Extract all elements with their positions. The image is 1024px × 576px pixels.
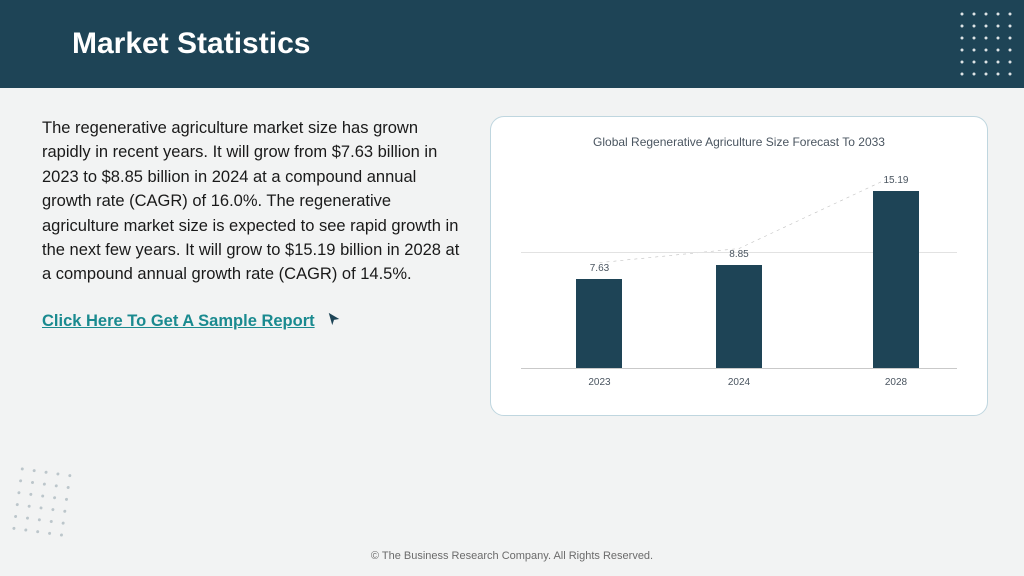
content-row: The regenerative agriculture market size… xyxy=(0,88,1024,416)
chart-title: Global Regenerative Agriculture Size For… xyxy=(521,135,957,149)
chart-bar-value: 15.19 xyxy=(883,175,908,186)
chart-bar-group: 15.19 xyxy=(873,175,919,368)
chart-card: Global Regenerative Agriculture Size For… xyxy=(490,116,988,416)
text-column: The regenerative agriculture market size… xyxy=(42,116,462,416)
footer-copyright: © The Business Research Company. All Rig… xyxy=(0,550,1024,562)
page-title: Market Statistics xyxy=(72,27,310,61)
cursor-icon xyxy=(327,309,341,333)
body-paragraph: The regenerative agriculture market size… xyxy=(42,116,462,287)
chart-bar xyxy=(576,279,622,368)
chart-bar-group: 7.63 xyxy=(576,263,622,368)
chart-x-axis: 2023 2024 2028 xyxy=(521,369,957,397)
chart-x-label: 2023 xyxy=(588,377,610,388)
chart-bar-value: 8.85 xyxy=(729,249,748,260)
dot-pattern-icon xyxy=(956,8,1016,78)
chart-bar-group: 8.85 xyxy=(716,249,762,368)
chart-x-label: 2024 xyxy=(728,377,750,388)
dot-pattern-icon xyxy=(7,462,76,540)
chart-bar xyxy=(716,265,762,368)
chart-plot-area: 7.63 8.85 15.19 xyxy=(521,159,957,369)
header-bar: Market Statistics xyxy=(0,0,1024,88)
sample-report-link[interactable]: Click Here To Get A Sample Report xyxy=(42,309,315,333)
chart-x-label: 2028 xyxy=(885,377,907,388)
chart-bar-value: 7.63 xyxy=(590,263,609,274)
chart-bar xyxy=(873,191,919,368)
